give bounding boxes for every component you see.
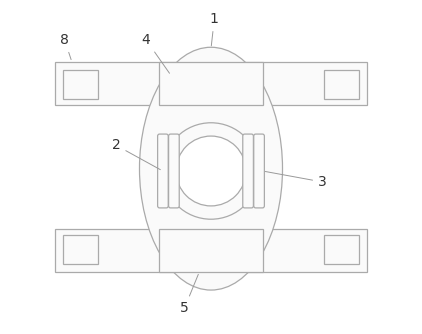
FancyBboxPatch shape: [243, 134, 253, 208]
Text: 5: 5: [180, 274, 198, 315]
Bar: [160, 62, 262, 106]
Text: 4: 4: [142, 33, 170, 73]
Bar: [55, 228, 367, 272]
Bar: [160, 228, 262, 272]
Circle shape: [176, 136, 246, 206]
Bar: [324, 69, 359, 100]
Circle shape: [163, 123, 259, 219]
Text: 2: 2: [112, 138, 160, 170]
Text: 3: 3: [265, 171, 327, 189]
Text: 1: 1: [210, 12, 219, 46]
FancyBboxPatch shape: [254, 134, 265, 208]
Ellipse shape: [140, 47, 282, 290]
FancyBboxPatch shape: [169, 134, 179, 208]
Bar: [63, 234, 98, 265]
Bar: [324, 234, 359, 265]
FancyBboxPatch shape: [157, 134, 168, 208]
Bar: [55, 62, 367, 106]
Bar: [63, 69, 98, 100]
Text: 8: 8: [60, 33, 71, 59]
